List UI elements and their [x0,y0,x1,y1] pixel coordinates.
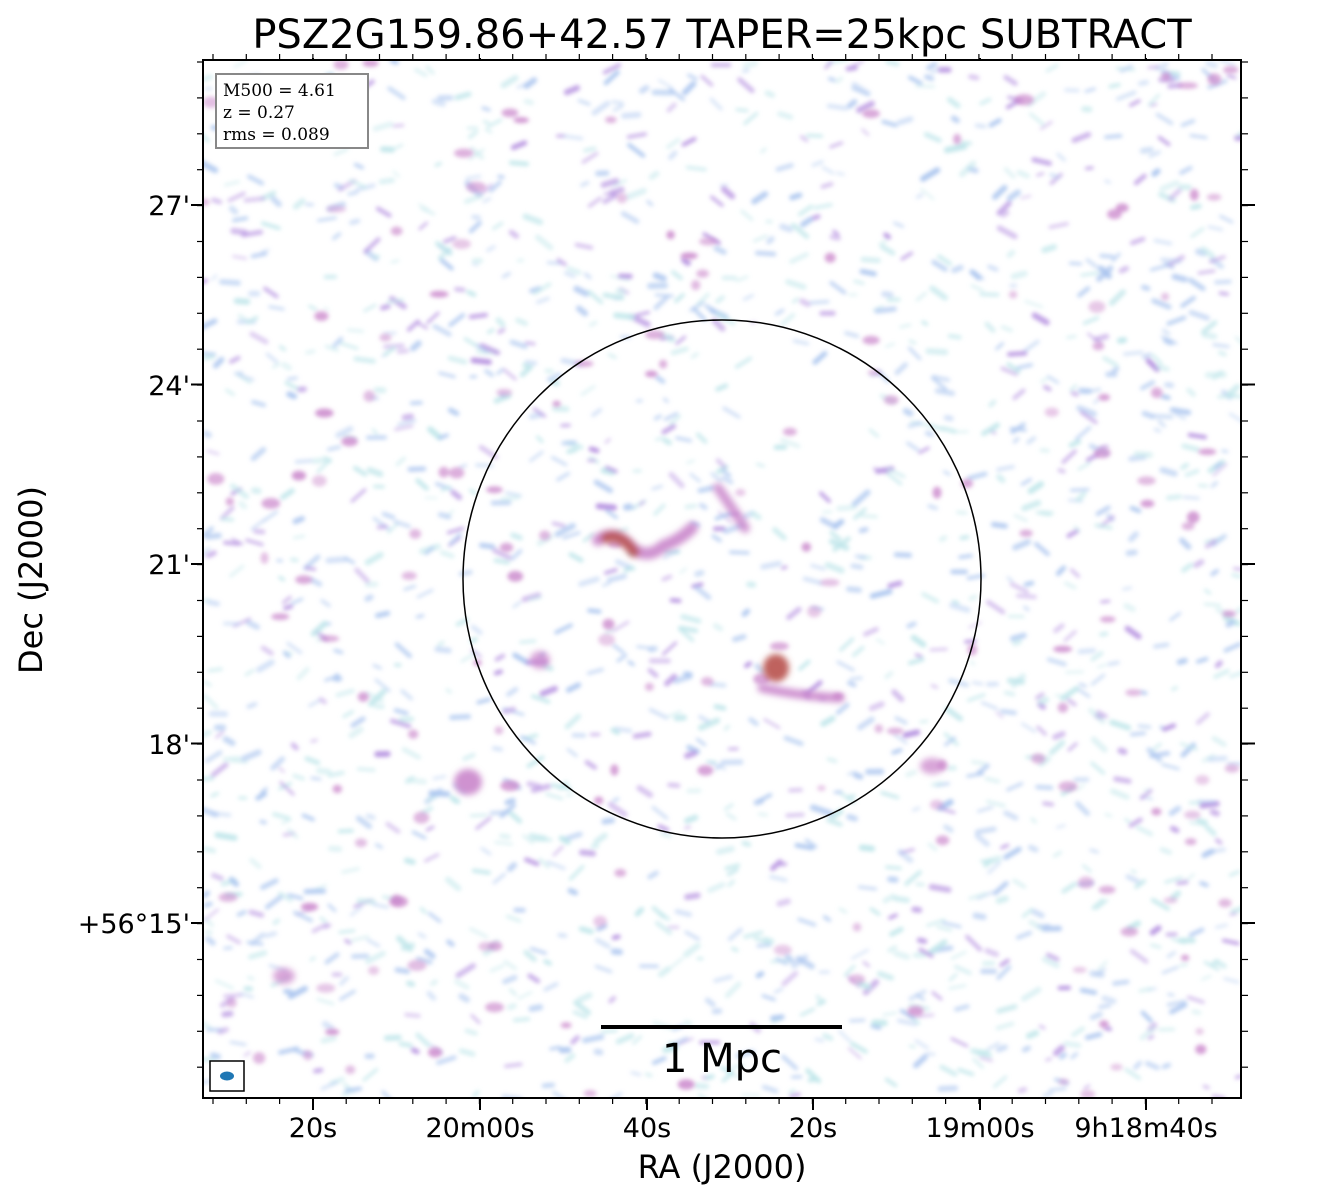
x-tick-label: 20s [289,1113,337,1144]
plot-frame [202,59,1242,1099]
y-tick-labels: 27' 24' 21' 18' +56°15' [78,191,190,940]
plot-area [203,60,1241,1098]
y-tick-label: 27' [148,191,190,222]
x-tick-labels: 20s 20m00s 40s 20s 19m00s 9h18m40s [289,1113,1218,1144]
x-tick-label: 9h18m40s [1074,1113,1217,1144]
y-axis-label: Dec (J2000) [12,486,50,674]
info-box-frame [215,73,369,149]
axis-ticks [191,54,1255,1110]
r500-circle [462,319,982,839]
noise-texture [203,60,1241,1098]
info-redshift: z = 0.27 [223,103,295,123]
info-mass: M500 = 4.61 [223,81,336,101]
beam-indicator [209,1060,245,1092]
scale-bar-label: 1 Mpc [662,1036,782,1082]
info-rms: rms = 0.089 [223,125,330,145]
emission-features [273,483,944,984]
x-tick-label: 40s [623,1113,671,1144]
scale-bar: 1 Mpc [601,1025,842,1082]
figure-title: PSZ2G159.86+42.57 TAPER=25kpc SUBTRACT [252,12,1192,58]
x-tick-label: 19m00s [925,1113,1034,1144]
y-tick-label: 18' [148,730,190,761]
y-tick-label: +56°15' [78,909,190,940]
x-tick-label: 20s [789,1113,837,1144]
x-tick-label: 20m00s [425,1113,534,1144]
info-box: M500 = 4.61 z = 0.27 rms = 0.089 [215,73,369,149]
y-tick-label: 21' [148,550,190,581]
beam-ellipse [220,1071,234,1081]
y-tick-label: 24' [148,371,190,402]
x-axis-label: RA (J2000) [638,1148,807,1186]
